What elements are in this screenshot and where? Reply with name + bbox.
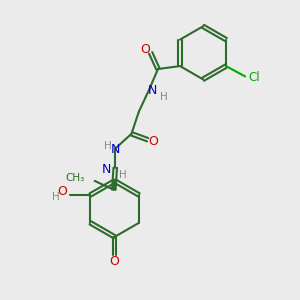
Text: CH₃: CH₃ <box>65 173 84 183</box>
Text: N: N <box>111 143 120 157</box>
Text: H: H <box>119 170 127 180</box>
Text: H: H <box>160 92 168 102</box>
Text: N: N <box>147 84 157 97</box>
Text: O: O <box>148 135 158 148</box>
Text: O: O <box>58 185 68 199</box>
Text: Cl: Cl <box>249 71 260 84</box>
Text: H: H <box>52 192 59 202</box>
Text: N: N <box>102 163 111 176</box>
Text: O: O <box>140 43 150 56</box>
Text: H: H <box>104 141 112 151</box>
Text: O: O <box>110 254 120 268</box>
